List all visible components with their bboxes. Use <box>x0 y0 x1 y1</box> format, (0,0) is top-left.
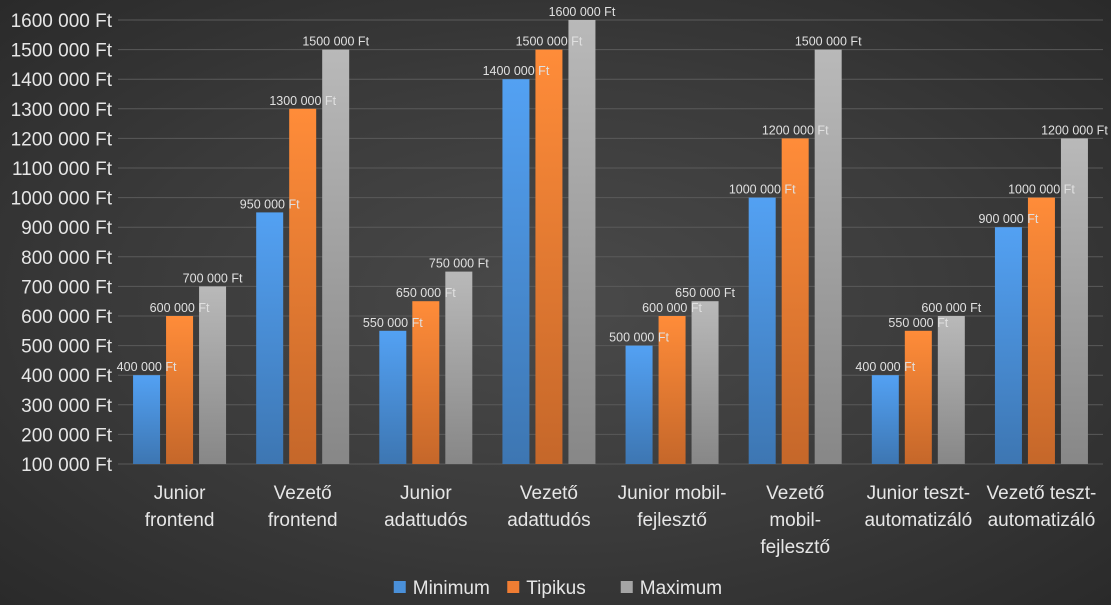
x-category-label: adattudós <box>507 510 590 531</box>
bar-maximum <box>199 286 227 464</box>
y-tick-label: 1500 000 Ft <box>11 41 113 62</box>
data-label: 1400 000 Ft <box>483 64 550 78</box>
data-label: 400 000 Ft <box>117 360 177 374</box>
legend-label: Maximum <box>640 578 722 599</box>
data-labels: 400 000 Ft 600 000 Ft 700 000 Ft 950 000 Ft… <box>117 5 1109 374</box>
bar-maximum <box>937 316 965 464</box>
bar-minimum <box>133 375 161 464</box>
x-category-label: automatizáló <box>864 510 972 531</box>
data-label: 1600 000 Ft <box>549 5 616 19</box>
bar-maximum <box>691 301 719 464</box>
data-label: 1500 000 Ft <box>516 35 583 49</box>
x-category-label: Vezető <box>520 483 578 504</box>
y-tick-label: 800 000 Ft <box>21 248 113 269</box>
data-label: 500 000 Ft <box>609 331 669 345</box>
data-label: 1000 000 Ft <box>729 183 796 197</box>
y-tick-label: 1000 000 Ft <box>11 189 113 210</box>
legend-swatch-tipikus <box>507 581 520 593</box>
x-category-label: frontend <box>268 510 338 531</box>
data-label: 1200 000 Ft <box>762 123 829 137</box>
bar-tipikus <box>289 108 317 465</box>
bar-tipikus <box>412 301 440 464</box>
y-tick-label: 200 000 Ft <box>21 425 113 446</box>
x-category-label: Vezető teszt- <box>987 483 1097 504</box>
bar-tipikus <box>166 316 194 464</box>
bar-minimum <box>748 197 776 464</box>
y-tick-label: 900 000 Ft <box>21 218 113 239</box>
y-tick-label: 1200 000 Ft <box>11 129 113 150</box>
data-label: 1000 000 Ft <box>1008 183 1075 197</box>
data-label: 750 000 Ft <box>429 257 489 271</box>
y-tick-label: 600 000 Ft <box>21 307 113 328</box>
x-axis: Junior frontend Vezető frontend Junior adattu… <box>145 483 1097 558</box>
x-category-label: fejlesztő <box>637 510 707 531</box>
data-label: 400 000 Ft <box>855 360 915 374</box>
y-tick-label: 1100 000 Ft <box>12 159 113 180</box>
bar-minimum <box>871 375 899 464</box>
bars <box>133 20 1088 465</box>
bar-minimum <box>994 227 1022 464</box>
x-category-label: adattudós <box>384 510 467 531</box>
data-label: 650 000 Ft <box>396 286 456 300</box>
y-axis: 100 000 Ft 200 000 Ft 300 000 Ft 400 000 Ft… <box>11 11 113 476</box>
x-category-label: fejlesztő <box>760 537 830 558</box>
y-tick-label: 100 000 Ft <box>21 455 113 476</box>
data-label: 1500 000 Ft <box>795 35 862 49</box>
bar-minimum <box>379 330 407 464</box>
bar-maximum <box>1060 138 1088 464</box>
legend-swatch-maximum <box>620 581 633 593</box>
data-label: 1200 000 Ft <box>1041 123 1108 137</box>
bar-maximum <box>322 49 350 464</box>
y-tick-label: 300 000 Ft <box>21 396 113 417</box>
x-category-label: frontend <box>145 510 215 531</box>
y-tick-label: 400 000 Ft <box>21 366 113 387</box>
bar-maximum <box>814 49 842 464</box>
x-category-label: Junior <box>400 483 452 504</box>
bar-tipikus <box>781 138 809 464</box>
bar-minimum <box>625 345 653 464</box>
x-category-label: Junior <box>154 483 206 504</box>
data-label: 900 000 Ft <box>979 212 1039 226</box>
data-label: 550 000 Ft <box>888 316 948 330</box>
legend-label: Tipikus <box>526 578 585 599</box>
bar-tipikus <box>658 316 686 464</box>
data-label: 550 000 Ft <box>363 316 423 330</box>
y-tick-label: 1600 000 Ft <box>11 11 113 32</box>
y-tick-label: 1400 000 Ft <box>11 70 113 91</box>
x-category-label: Vezető <box>766 483 824 504</box>
bar-tipikus <box>904 330 932 464</box>
y-tick-label: 1300 000 Ft <box>11 100 113 121</box>
x-category-label: Vezető <box>274 483 332 504</box>
bar-maximum <box>445 271 473 464</box>
data-label: 600 000 Ft <box>921 301 981 315</box>
legend-swatch-minimum <box>393 581 406 593</box>
x-category-label: Junior mobil- <box>618 483 727 504</box>
bar-tipikus <box>535 49 563 464</box>
legend-label: Minimum <box>413 578 490 599</box>
bar-minimum <box>502 79 530 464</box>
x-category-label: Junior teszt- <box>867 483 970 504</box>
y-tick-label: 700 000 Ft <box>21 277 113 298</box>
x-category-label: mobil- <box>769 510 821 531</box>
bar-maximum <box>568 20 596 464</box>
y-tick-label: 500 000 Ft <box>21 337 113 358</box>
data-label: 600 000 Ft <box>642 301 702 315</box>
data-label: 1500 000 Ft <box>302 35 369 49</box>
bar-tipikus <box>1027 197 1055 464</box>
x-category-label: automatizáló <box>988 510 1096 531</box>
legend: Minimum Tipikus Maximum <box>393 578 722 599</box>
data-label: 1300 000 Ft <box>269 94 336 108</box>
data-label: 700 000 Ft <box>183 271 243 285</box>
data-label: 650 000 Ft <box>675 286 735 300</box>
data-label: 950 000 Ft <box>240 197 300 211</box>
data-label: 600 000 Ft <box>150 301 210 315</box>
bar-minimum <box>256 212 284 464</box>
